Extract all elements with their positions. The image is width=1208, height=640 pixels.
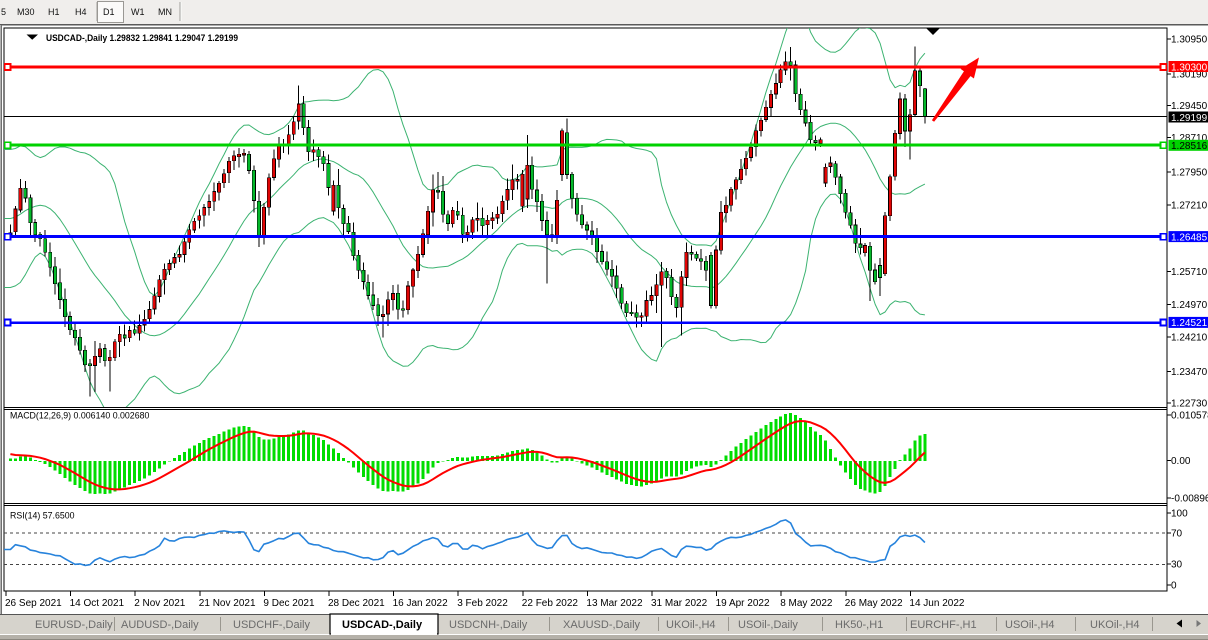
- svg-text:21 Nov 2021: 21 Nov 2021: [199, 598, 256, 609]
- svg-text:H4: H4: [75, 7, 87, 17]
- svg-text:H1: H1: [48, 7, 60, 17]
- svg-text:USDCAD-,Daily: USDCAD-,Daily: [342, 619, 423, 631]
- svg-text:USDCAD-,Daily 1.29832 1.29841: USDCAD-,Daily 1.29832 1.29841 1.29047 1.…: [46, 33, 238, 44]
- svg-text:EURCHF-,H1: EURCHF-,H1: [910, 619, 977, 631]
- svg-text:1.24521: 1.24521: [1171, 318, 1208, 329]
- svg-text:MACD(12,26,9) 0.006140 0.00268: MACD(12,26,9) 0.006140 0.002680: [10, 411, 149, 421]
- svg-text:1.22730: 1.22730: [1171, 399, 1208, 410]
- svg-text:1.25710: 1.25710: [1171, 267, 1208, 278]
- svg-text:1.30300: 1.30300: [1171, 62, 1208, 73]
- svg-text:3 Feb 2022: 3 Feb 2022: [457, 598, 508, 609]
- svg-text:19 Apr 2022: 19 Apr 2022: [716, 598, 770, 609]
- svg-text:1.27950: 1.27950: [1171, 168, 1208, 179]
- svg-text:-0.00896: -0.00896: [1171, 494, 1208, 505]
- svg-text:USDCHF-,Daily: USDCHF-,Daily: [233, 619, 311, 631]
- svg-text:2 Nov 2021: 2 Nov 2021: [134, 598, 186, 609]
- svg-text:0.010578: 0.010578: [1171, 410, 1208, 421]
- svg-text:100: 100: [1171, 508, 1188, 519]
- svg-text:XAUUSD-,Daily: XAUUSD-,Daily: [563, 619, 641, 631]
- svg-text:14 Jun 2022: 14 Jun 2022: [909, 598, 964, 609]
- svg-text:USOil-,H4: USOil-,H4: [1005, 619, 1055, 631]
- svg-text:22 Feb 2022: 22 Feb 2022: [522, 598, 579, 609]
- svg-text:9 Dec 2021: 9 Dec 2021: [263, 598, 315, 609]
- svg-text:AUDUSD-,Daily: AUDUSD-,Daily: [121, 619, 199, 631]
- svg-text:M30: M30: [17, 7, 35, 17]
- svg-text:8 May 2022: 8 May 2022: [780, 598, 833, 609]
- svg-text:28 Dec 2021: 28 Dec 2021: [328, 598, 385, 609]
- svg-text:1.29199: 1.29199: [1171, 113, 1208, 124]
- svg-text:30: 30: [1171, 560, 1183, 571]
- svg-text:UKOil-,H4: UKOil-,H4: [666, 619, 716, 631]
- svg-text:5: 5: [1, 7, 6, 17]
- svg-text:1.27210: 1.27210: [1171, 201, 1208, 212]
- svg-text:1.23470: 1.23470: [1171, 367, 1208, 378]
- svg-text:USOil-,Daily: USOil-,Daily: [738, 619, 798, 631]
- svg-text:MN: MN: [158, 7, 172, 17]
- svg-text:26 Sep 2021: 26 Sep 2021: [5, 598, 62, 609]
- svg-text:HK50-,H1: HK50-,H1: [835, 619, 883, 631]
- svg-text:1.26485: 1.26485: [1171, 232, 1208, 243]
- svg-text:14 Oct 2021: 14 Oct 2021: [70, 598, 125, 609]
- svg-text:1.24970: 1.24970: [1171, 300, 1208, 311]
- svg-text:W1: W1: [131, 7, 145, 17]
- svg-text:70: 70: [1171, 528, 1183, 539]
- svg-text:UKOil-,H4: UKOil-,H4: [1090, 619, 1140, 631]
- svg-text:0: 0: [1171, 581, 1177, 592]
- svg-text:1.28710: 1.28710: [1171, 133, 1208, 144]
- svg-text:1.30190: 1.30190: [1171, 70, 1208, 81]
- svg-text:1.29450: 1.29450: [1171, 101, 1208, 112]
- svg-text:16 Jan 2022: 16 Jan 2022: [393, 598, 448, 609]
- svg-text:EURUSD-,Daily: EURUSD-,Daily: [35, 619, 113, 631]
- svg-text:D1: D1: [103, 7, 115, 17]
- svg-text:RSI(14) 57.6500: RSI(14) 57.6500: [10, 511, 75, 521]
- svg-text:1.28516: 1.28516: [1171, 141, 1208, 152]
- svg-text:26 May 2022: 26 May 2022: [845, 598, 903, 609]
- svg-text:13 Mar 2022: 13 Mar 2022: [586, 598, 643, 609]
- svg-text:USDCNH-,Daily: USDCNH-,Daily: [449, 619, 528, 631]
- svg-text:1.24210: 1.24210: [1171, 332, 1208, 343]
- svg-text:1.30950: 1.30950: [1171, 34, 1208, 45]
- svg-text:0.00: 0.00: [1171, 456, 1191, 467]
- svg-text:31 Mar 2022: 31 Mar 2022: [651, 598, 708, 609]
